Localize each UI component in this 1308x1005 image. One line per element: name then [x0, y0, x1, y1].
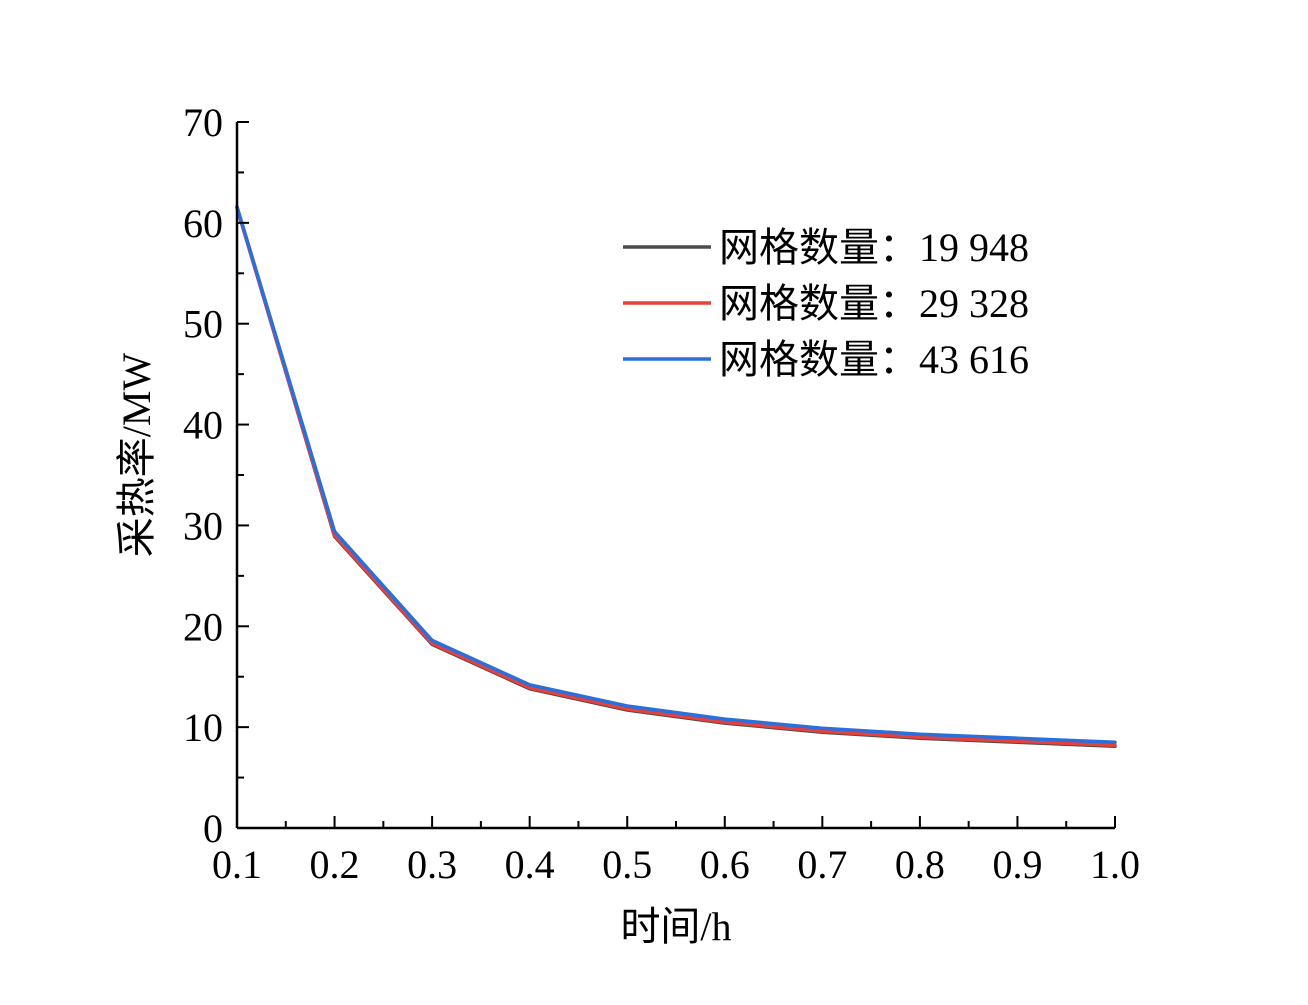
x-tick-label: 0.4 — [505, 842, 555, 887]
series-line-2 — [235, 205, 1117, 748]
y-tick-label: 40 — [183, 403, 223, 448]
y-tick-label: 30 — [183, 503, 223, 548]
x-tick-label: 0.2 — [310, 842, 360, 887]
x-tick-label: 0.1 — [212, 842, 262, 887]
legend-label-2: 网格数量：29 328 — [719, 281, 1029, 326]
series-line-3 — [235, 204, 1117, 745]
legend-label-1: 网格数量：19 948 — [719, 225, 1029, 270]
x-tick-label: 0.7 — [797, 842, 847, 887]
y-tick-label: 60 — [183, 201, 223, 246]
x-tick-label: 0.9 — [992, 842, 1042, 887]
legend-label-3: 网格数量：43 616 — [719, 337, 1029, 382]
y-tick-label: 50 — [183, 302, 223, 347]
x-tick-label: 0.8 — [895, 842, 945, 887]
y-tick-label: 70 — [183, 100, 223, 145]
x-tick-label: 1.0 — [1090, 842, 1140, 887]
y-tick-label: 10 — [183, 705, 223, 750]
y-axis-title: 采热率/MW — [114, 353, 159, 558]
series-layer — [235, 204, 1117, 749]
legend: 网格数量：19 948 网格数量：29 328 网格数量：43 616 — [623, 225, 1029, 382]
y-tick-label: 20 — [183, 604, 223, 649]
x-axis-title: 时间/h — [620, 904, 731, 949]
ticks: 0 10 20 30 40 50 60 70 0.1 0.2 0.3 0.4 0.5 0.6 0.7 0.8 0… — [183, 100, 1140, 887]
x-tick-label: 0.6 — [700, 842, 750, 887]
x-tick-label: 0.5 — [602, 842, 652, 887]
x-tick-label: 0.3 — [407, 842, 457, 887]
y-tick-label: 0 — [203, 806, 223, 851]
